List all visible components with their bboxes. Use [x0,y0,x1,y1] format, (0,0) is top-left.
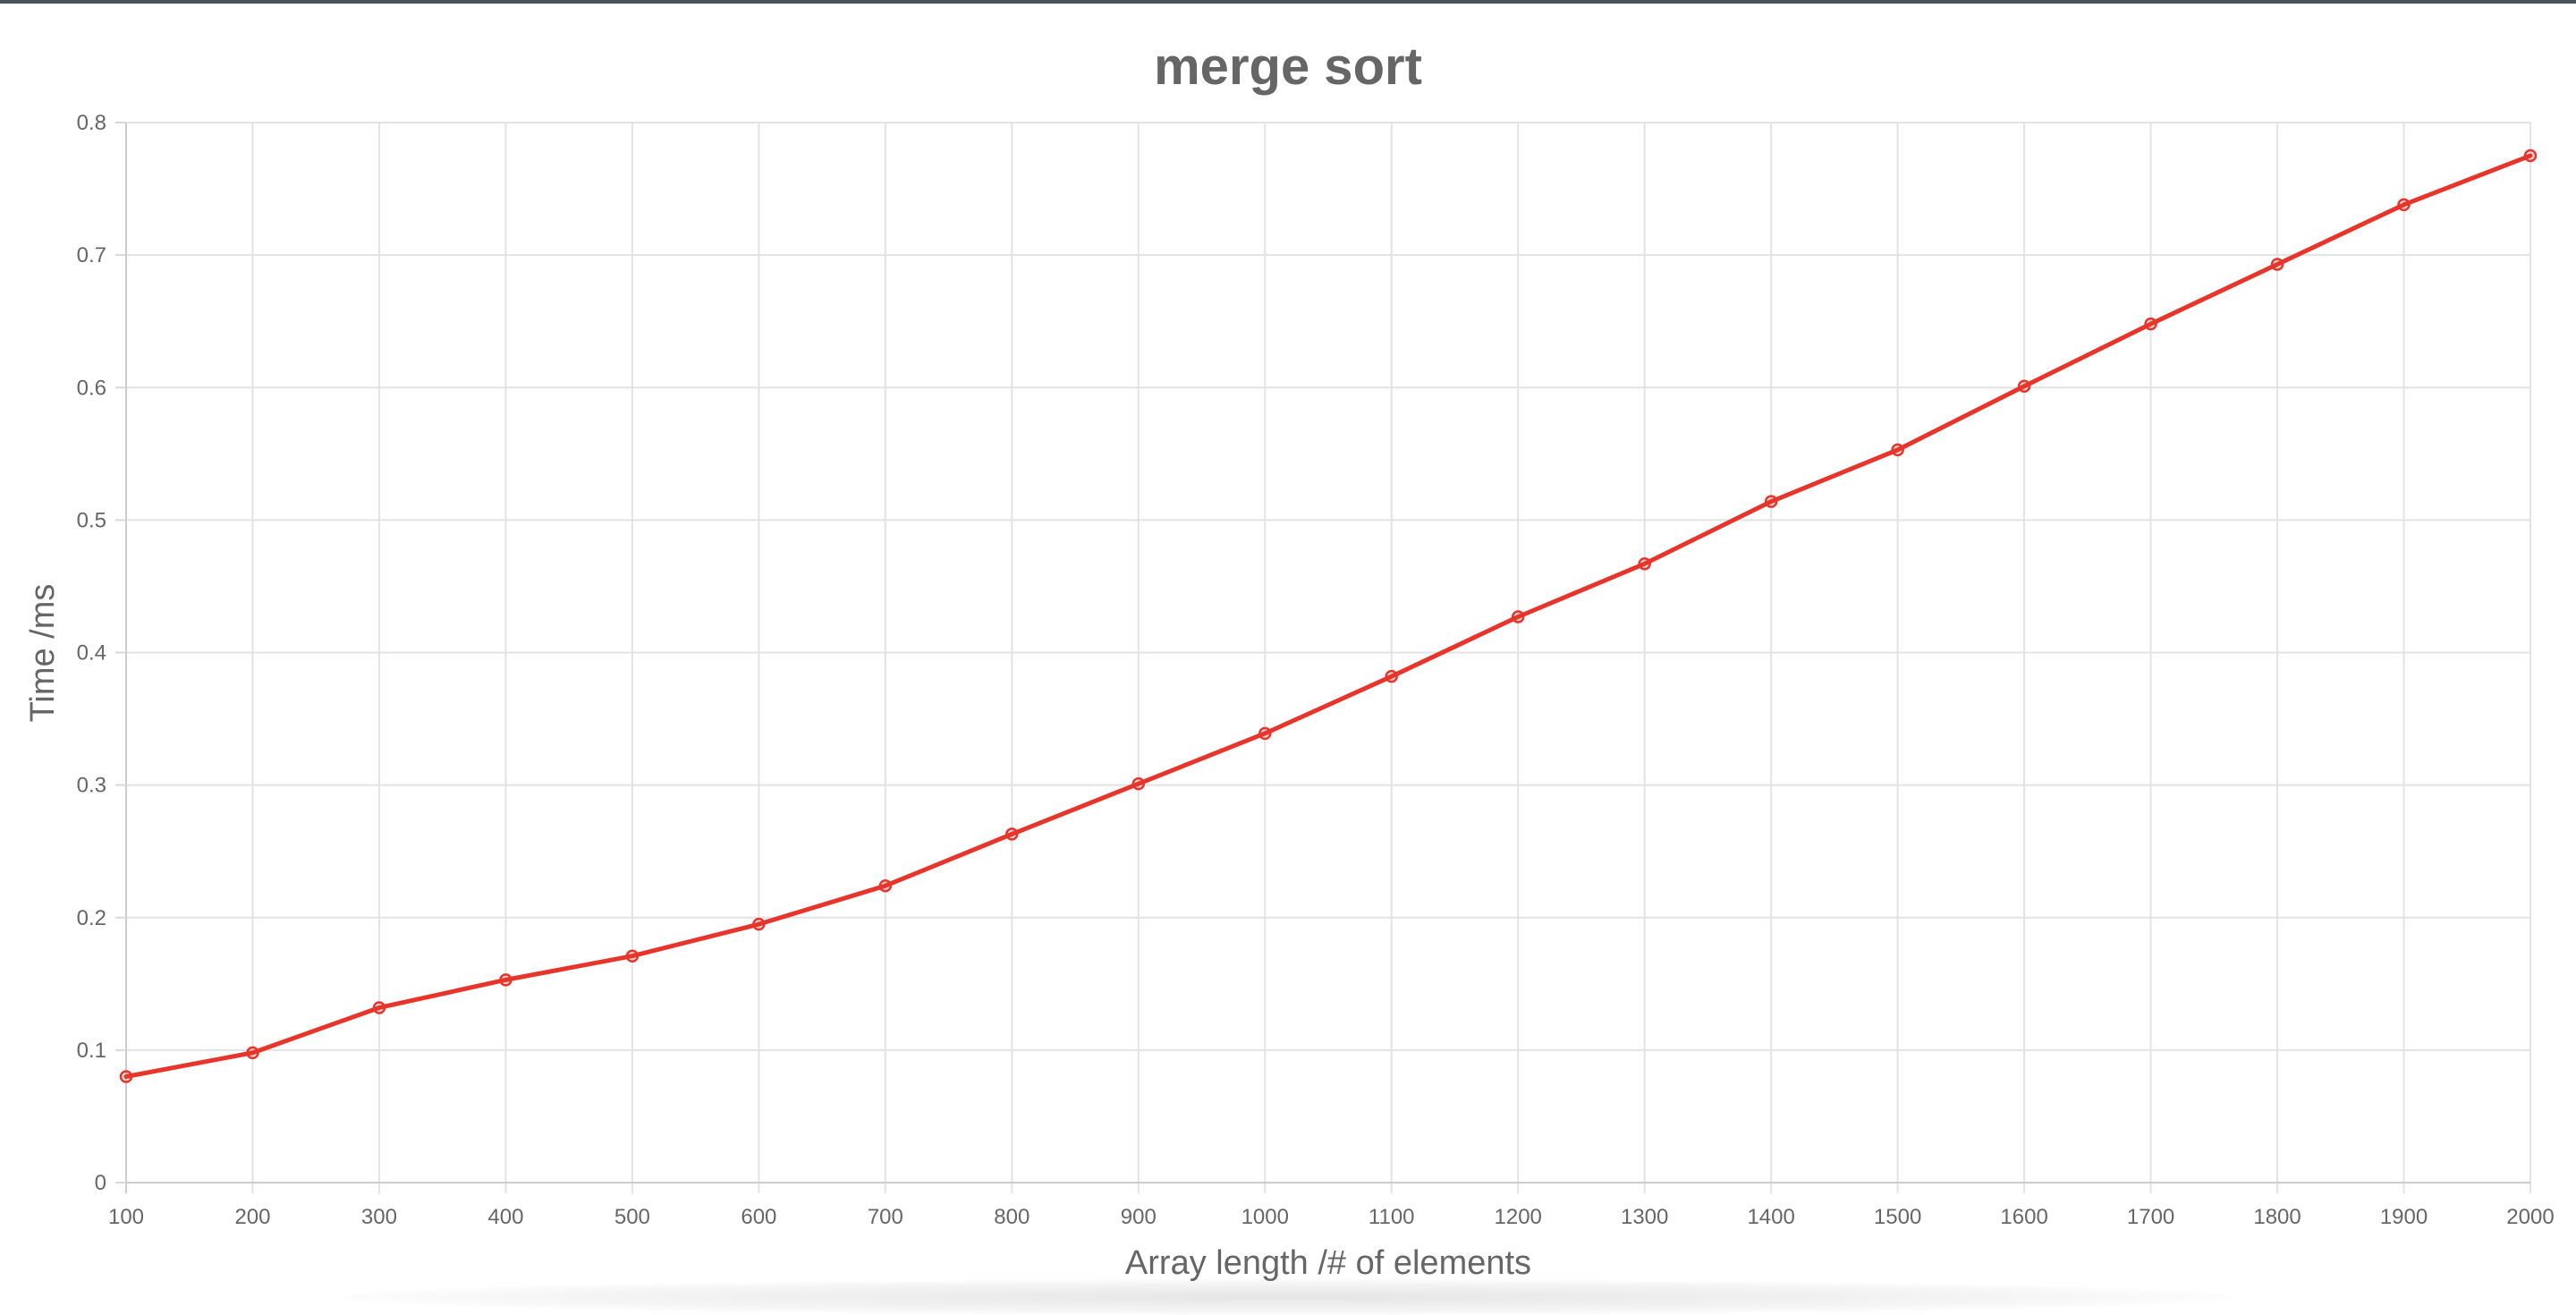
y-tick-label: 0.5 [77,508,106,532]
y-tick-label: 0.2 [77,906,106,930]
data-point [2017,379,2031,394]
data-point [1764,495,1778,508]
x-tick-label: 1000 [1241,1205,1289,1229]
y-tick-label: 0.1 [77,1039,106,1063]
window-top-border [0,0,2576,4]
data-point [1385,669,1398,683]
data-point [1005,827,1019,841]
data-point [1638,557,1651,571]
data-point [878,878,893,893]
x-tick-label: 1800 [2253,1205,2301,1229]
data-point [119,1070,133,1083]
data-point [1891,443,1904,457]
series-line [123,153,2533,1079]
x-tick-label: 1200 [1495,1205,1542,1229]
tick-labels: 0 0.1 0.2 0.3 0.4 0.5 0.6 0.7 0.8 100 200 300 400 500… [77,111,2555,1229]
x-tick-label: 300 [361,1205,397,1229]
y-tick-label: 0.8 [77,111,106,135]
bottom-shadow [340,1279,2236,1315]
data-point [246,1046,259,1060]
data-point [625,949,640,963]
grid-layer [126,122,2531,1193]
data-point [752,917,766,931]
x-tick-label: 1100 [1368,1205,1415,1229]
x-tick-label: 900 [1121,1205,1157,1229]
data-point [2523,148,2538,163]
data-point [1258,726,1272,741]
data-point [1131,776,1146,791]
x-tick-label: 200 [234,1205,270,1229]
y-tick-label: 0.3 [77,774,106,798]
x-tick-label: 600 [741,1205,776,1229]
chart-title: merge sort [1154,38,1422,96]
x-tick-label: 1700 [2127,1205,2174,1229]
data-point [2144,317,2157,331]
data-point [2270,258,2284,271]
y-axis-label: Time /ms [24,584,62,723]
x-tick-label: 1900 [2380,1205,2428,1229]
axis-layer [115,122,2530,1193]
data-point [372,1001,386,1014]
x-tick-label: 2000 [2506,1205,2554,1229]
data-point [1511,610,1525,624]
x-tick-label: 1400 [1747,1205,1794,1229]
x-tick-label: 1500 [1874,1205,1921,1229]
data-point [499,973,513,987]
y-tick-label: 0 [95,1171,106,1195]
x-axis-label: Array length /# of elements [1125,1244,1531,1282]
series-layer [119,148,2538,1083]
x-tick-label: 1300 [1621,1205,1668,1229]
x-tick-label: 400 [487,1205,523,1229]
x-tick-label: 500 [614,1205,650,1229]
y-tick-label: 0.7 [77,243,106,267]
x-tick-label: 100 [108,1205,144,1229]
x-tick-label: 800 [994,1205,1030,1229]
x-tick-label: 1600 [2000,1205,2047,1229]
data-point [2397,198,2411,212]
y-tick-label: 0.6 [77,376,106,400]
y-tick-label: 0.4 [77,641,106,666]
x-tick-label: 700 [868,1205,903,1229]
